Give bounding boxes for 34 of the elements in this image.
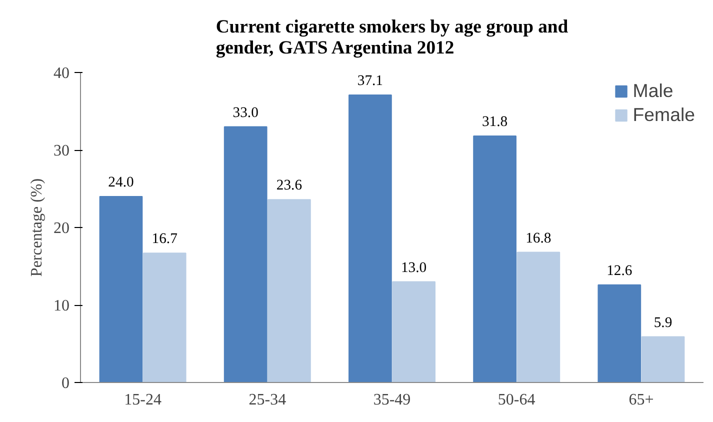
x-tick-label: 65+: [628, 392, 654, 408]
bar: [99, 196, 143, 382]
bar: [142, 252, 186, 382]
data-label: 12.6: [606, 262, 632, 279]
x-tick-label: 25-34: [248, 392, 286, 408]
y-axis-title: Percentage (%): [28, 178, 46, 277]
x-tick-label: 50-64: [498, 392, 536, 408]
x-tick-label: 15-24: [124, 392, 162, 408]
data-label: 23.6: [276, 178, 302, 194]
legend-label: Male: [632, 80, 674, 102]
data-label: 16.8: [526, 230, 552, 246]
data-label: 16.7: [152, 231, 178, 248]
data-label: 13.0: [400, 260, 427, 276]
data-label: 33.0: [232, 104, 258, 121]
bar: [348, 94, 392, 382]
y-tick-label: 20: [54, 220, 70, 237]
data-label: 5.9: [654, 314, 672, 331]
bar: [392, 281, 436, 382]
data-label: 37.1: [357, 72, 384, 89]
data-label: 31.8: [482, 114, 508, 130]
y-tick-label: 0: [62, 375, 70, 392]
bar: [598, 284, 642, 382]
legend-label: Female: [632, 104, 695, 126]
chart-title: Current cigarette smokers by age group and gender, GATS Argentina 2012: [216, 16, 569, 58]
bar: [224, 126, 268, 382]
y-tick-label: 30: [54, 142, 70, 160]
bar: [268, 199, 311, 382]
x-tick-label: 35-49: [373, 392, 411, 408]
bar: [473, 136, 516, 382]
bar: [516, 252, 560, 382]
data-label: 24.0: [108, 174, 134, 190]
y-tick-label: 40: [54, 65, 70, 82]
bar: [641, 336, 685, 382]
y-tick-label: 10: [54, 298, 70, 314]
